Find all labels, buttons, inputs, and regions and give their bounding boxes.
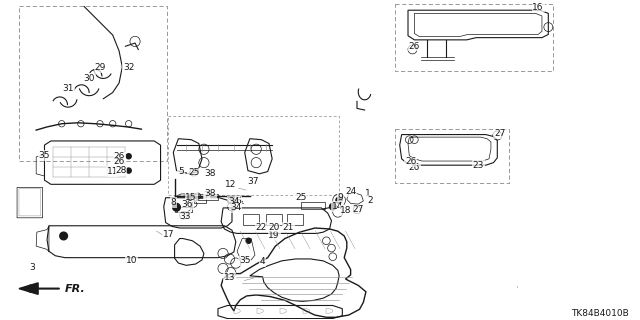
Text: 5: 5 — [178, 167, 184, 176]
Bar — [19, 6, 167, 161]
Text: 35: 35 — [239, 256, 250, 265]
Text: 30: 30 — [83, 74, 95, 83]
Text: 2: 2 — [367, 196, 372, 205]
Text: 34: 34 — [230, 204, 241, 212]
Text: 38: 38 — [205, 169, 216, 178]
Bar — [175, 207, 193, 212]
Text: TK84B4010B: TK84B4010B — [572, 309, 629, 318]
Bar — [396, 4, 554, 71]
Bar — [301, 202, 325, 209]
Text: 26: 26 — [113, 152, 125, 161]
Text: 37: 37 — [247, 177, 259, 186]
Circle shape — [173, 204, 180, 211]
Text: 6: 6 — [236, 197, 241, 206]
Circle shape — [330, 204, 336, 210]
Bar — [396, 129, 509, 183]
Circle shape — [60, 232, 67, 240]
Text: 13: 13 — [224, 273, 235, 282]
Bar — [168, 116, 339, 195]
Text: 34: 34 — [228, 197, 239, 206]
Text: 27: 27 — [494, 129, 506, 138]
Circle shape — [246, 238, 251, 243]
Polygon shape — [19, 283, 38, 294]
Text: 36: 36 — [182, 200, 193, 209]
Bar — [189, 194, 218, 200]
Text: 29: 29 — [94, 63, 106, 72]
Text: 22: 22 — [256, 222, 267, 232]
Text: 20: 20 — [268, 222, 280, 232]
Text: 33: 33 — [179, 212, 191, 221]
Text: 10: 10 — [126, 256, 138, 265]
Text: 26: 26 — [405, 157, 416, 166]
Text: 26: 26 — [409, 163, 420, 172]
Bar — [287, 214, 303, 226]
Text: 26: 26 — [409, 42, 420, 51]
Text: 17: 17 — [163, 230, 174, 239]
Bar — [243, 214, 259, 226]
Text: 26: 26 — [113, 157, 125, 166]
Text: 38: 38 — [205, 189, 216, 198]
Text: 31: 31 — [62, 84, 74, 93]
Text: 21: 21 — [282, 222, 294, 232]
Text: 25: 25 — [295, 193, 307, 202]
Text: 24: 24 — [345, 188, 356, 196]
Bar — [194, 198, 207, 203]
Circle shape — [126, 168, 131, 173]
Text: 19: 19 — [268, 231, 280, 240]
Text: 9: 9 — [337, 193, 343, 202]
Text: 27: 27 — [353, 205, 364, 214]
Text: 11: 11 — [107, 167, 118, 176]
Circle shape — [126, 154, 131, 159]
Bar — [266, 214, 282, 226]
Text: 16: 16 — [532, 3, 544, 12]
Text: 15: 15 — [186, 193, 197, 202]
Text: 8: 8 — [170, 198, 176, 207]
Text: 3: 3 — [29, 263, 35, 272]
Text: 1: 1 — [365, 189, 371, 198]
Text: 25: 25 — [188, 168, 200, 177]
Text: 23: 23 — [472, 161, 484, 170]
Text: 18: 18 — [340, 206, 351, 215]
Text: 32: 32 — [123, 63, 134, 72]
Text: 12: 12 — [225, 180, 236, 189]
Text: 7: 7 — [204, 191, 209, 200]
Text: 35: 35 — [39, 151, 50, 160]
Text: 4: 4 — [260, 257, 266, 266]
Circle shape — [336, 197, 342, 204]
Text: 28: 28 — [115, 166, 127, 175]
Text: 14: 14 — [332, 202, 344, 211]
Text: FR.: FR. — [65, 284, 86, 293]
